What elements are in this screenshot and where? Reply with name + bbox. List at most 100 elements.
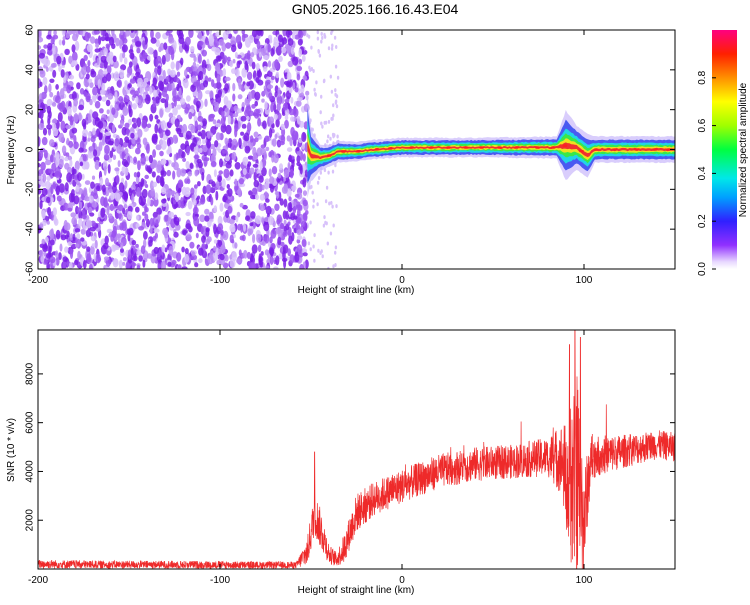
spectrogram-noise-speck bbox=[302, 177, 307, 188]
spectrogram-noise-speck bbox=[142, 81, 147, 88]
spectrogram-noise-speck bbox=[214, 140, 219, 148]
spectrogram-noise-speck bbox=[192, 199, 197, 206]
spectrogram-noise-speck bbox=[319, 170, 322, 175]
spectrogram-noise-speck bbox=[287, 221, 291, 226]
spectrogram-noise-speck bbox=[268, 92, 273, 100]
spectrogram-noise-speck bbox=[176, 77, 180, 83]
spectrogram-noise-speck bbox=[334, 250, 337, 255]
spectrogram-noise-speck bbox=[160, 260, 167, 269]
spectrogram-noise-speck bbox=[57, 112, 63, 123]
spectrogram-noise-speck bbox=[82, 129, 89, 137]
spectrogram-noise-speck bbox=[300, 248, 308, 254]
spectrogram-noise-speck bbox=[168, 103, 173, 110]
spectrogram-noise-speck bbox=[290, 96, 294, 104]
spectrogram-noise-speck bbox=[280, 222, 285, 229]
spectrogram-noise-speck bbox=[186, 145, 190, 156]
spectrogram-noise-speck bbox=[260, 47, 267, 56]
spectrogram-noise-speck bbox=[86, 246, 91, 252]
spectrogram-noise-speck bbox=[326, 139, 329, 144]
spectrogram-noise-speck bbox=[164, 52, 171, 63]
spectrogram-noise-speck bbox=[283, 169, 290, 178]
spectrogram-noise-speck bbox=[302, 213, 308, 221]
spectrogram-noise-speck bbox=[234, 123, 239, 132]
spectrogram-noise-speck bbox=[66, 172, 72, 183]
spectrogram-noise-speck bbox=[187, 171, 193, 177]
spectrogram-noise-speck bbox=[50, 239, 55, 246]
spectrogram-noise-speck bbox=[256, 30, 262, 36]
spectrogram-noise-speck bbox=[54, 170, 61, 178]
spectrogram-noise-speck bbox=[112, 55, 117, 63]
spectrogram-noise-speck bbox=[153, 228, 160, 233]
spectrogram-noise-speck bbox=[214, 62, 221, 72]
spectrogram-noise-speck bbox=[89, 226, 96, 232]
spectrogram-noise-speck bbox=[48, 30, 52, 35]
spectrogram-noise-speck bbox=[171, 162, 176, 168]
spectrogram-noise-speck bbox=[79, 161, 84, 167]
spectrogram-noise-speck bbox=[142, 259, 146, 268]
spectrogram-noise-speck bbox=[71, 30, 77, 35]
spectrogram-noise-speck bbox=[39, 109, 44, 120]
spectrogram-noise-speck bbox=[144, 184, 149, 188]
spectrogram-noise-speck bbox=[116, 233, 122, 239]
spectrogram-noise-speck bbox=[150, 161, 156, 169]
spectrogram-ridge-peak bbox=[612, 148, 618, 151]
spectrogram-noise-speck bbox=[85, 73, 90, 80]
spectrogram-noise-speck bbox=[129, 52, 135, 60]
spectrogram-noise-speck bbox=[60, 69, 65, 78]
spectrogram-noise-speck bbox=[277, 141, 281, 147]
spectrogram-noise-speck bbox=[165, 129, 171, 137]
spectrogram-noise-speck bbox=[243, 132, 250, 142]
spectrogram-noise-speck bbox=[284, 119, 289, 129]
spectrogram-noise-speck bbox=[213, 169, 217, 178]
spectrogram-noise-speck bbox=[317, 248, 320, 253]
spectrogram-noise-speck bbox=[259, 204, 266, 212]
spectrogram-noise-speck bbox=[226, 30, 231, 35]
spectrogram-noise-speck bbox=[202, 144, 208, 153]
spectrogram-noise-speck bbox=[224, 83, 230, 92]
spectrogram-noise-speck bbox=[298, 138, 303, 144]
spectrogram-noise-speck bbox=[124, 80, 128, 86]
spectrogram-noise-speck bbox=[206, 130, 211, 139]
spectrogram-noise-speck bbox=[277, 236, 282, 246]
spectrogram-noise-speck bbox=[241, 123, 247, 129]
spectrogram-noise-speck bbox=[55, 257, 60, 266]
spectrogram-noise-speck bbox=[44, 58, 51, 67]
spectrogram-noise-speck bbox=[242, 156, 249, 166]
spectrogram-noise-speck bbox=[101, 96, 107, 102]
spectrogram-noise-speck bbox=[100, 207, 106, 218]
spectrogram-noise-speck bbox=[180, 168, 186, 177]
spectrogram-noise-speck bbox=[188, 66, 193, 75]
spectrogram-noise-speck bbox=[258, 266, 265, 269]
spectrogram-noise-speck bbox=[49, 91, 54, 98]
spectrogram-ridge-peak bbox=[409, 146, 415, 149]
spectrogram-noise-speck bbox=[123, 257, 127, 262]
spectrogram-noise-speck bbox=[136, 171, 141, 178]
spectrogram-noise-speck bbox=[234, 242, 238, 249]
spectrogram-noise-speck bbox=[176, 71, 181, 77]
spectrogram-noise-speck bbox=[242, 168, 247, 175]
spectrogram-noise-speck bbox=[225, 42, 232, 49]
spectrogram-noise-speck bbox=[218, 240, 223, 247]
spectrogram-noise-speck bbox=[152, 149, 157, 158]
spectrogram-noise-speck bbox=[181, 127, 185, 134]
spectrogram-noise-speck bbox=[308, 65, 311, 70]
spectrogram-noise-speck bbox=[215, 132, 221, 141]
spectrogram-noise-speck bbox=[96, 57, 100, 66]
spectrogram-noise-speck bbox=[212, 148, 217, 158]
spectrogram-noise-speck bbox=[168, 112, 174, 119]
spectrogram-noise-speck bbox=[251, 244, 258, 254]
spectrogram-noise-speck bbox=[265, 198, 270, 203]
spectrogram-noise-speck bbox=[161, 244, 166, 253]
spectrogram-noise-speck bbox=[261, 98, 265, 103]
spectrogram-noise-speck bbox=[291, 185, 297, 191]
spectrogram-ridge-peak bbox=[535, 146, 540, 149]
spectrogram-noise-speck bbox=[177, 188, 182, 193]
spectrogram-noise-speck bbox=[252, 155, 258, 161]
spectrogram-noise-speck bbox=[103, 242, 109, 250]
spectrogram-noise-speck bbox=[218, 180, 222, 187]
spectrogram-noise-speck bbox=[149, 113, 154, 122]
spectrogram-noise-speck bbox=[158, 46, 162, 53]
spectrogram-noise-speck bbox=[64, 182, 69, 192]
spectrogram-noise-speck bbox=[250, 211, 256, 219]
spectrogram-noise-speck bbox=[317, 49, 320, 53]
